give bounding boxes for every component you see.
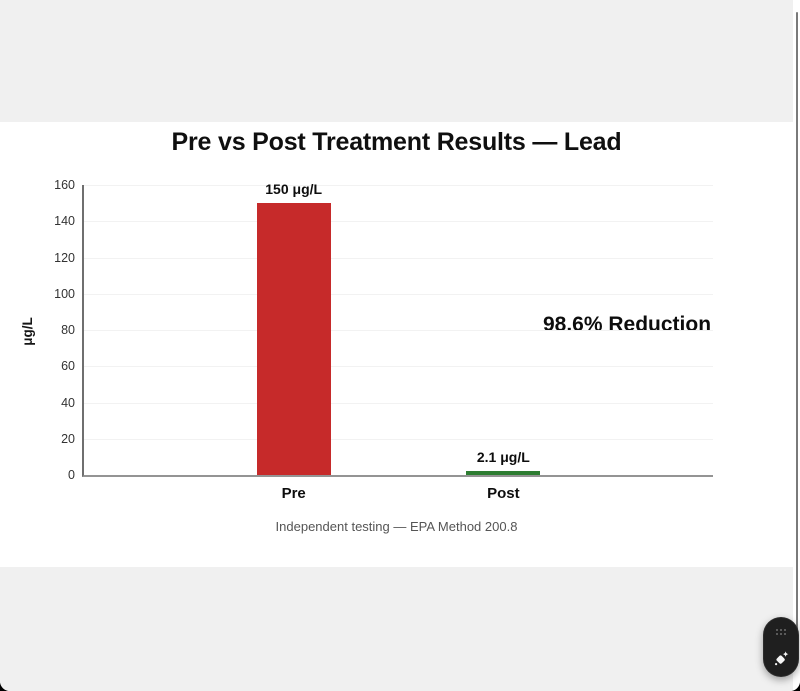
drag-dots-icon[interactable] [775, 629, 787, 636]
x-category-label: Pre [281, 485, 306, 502]
bar-value-label: 150 μg/L [265, 181, 323, 197]
y-tick-label: 60 [61, 359, 75, 374]
gridline [84, 185, 713, 186]
y-tick-label: 80 [61, 323, 75, 337]
y-axis-tick-labels: 0 20 40 60 80 100 120 140 160 [30, 178, 75, 482]
sparkle-diamond-icon[interactable] [773, 650, 790, 667]
page-footer-band [0, 567, 793, 691]
y-tick-label: 40 [61, 395, 75, 410]
gridline [84, 293, 713, 295]
y-tick-label: 20 [61, 431, 75, 446]
gridline [84, 366, 713, 368]
chart-title: Pre vs Post Treatment Results — Lead [171, 128, 622, 156]
y-tick-label: 120 [54, 250, 75, 265]
y-tick-label: 100 [54, 286, 75, 301]
bar-pre [256, 203, 331, 475]
y-tick-label: 140 [54, 214, 75, 229]
gridline [84, 330, 713, 331]
scrollbar-thumb[interactable] [796, 12, 798, 648]
gridline [84, 221, 713, 223]
page-header-band [0, 0, 793, 122]
extension-floating-button[interactable] [763, 617, 799, 677]
gridline [84, 257, 713, 259]
plot-area: 98.6% Reduction 150 μg/L Pre 2.1 μg/L Post [82, 181, 713, 502]
gridline [84, 438, 713, 440]
x-category-label: Post [487, 485, 520, 502]
gridline [84, 402, 713, 404]
y-tick-label: 0 [68, 468, 75, 482]
y-tick-label: 160 [54, 178, 75, 192]
reduction-annotation: 98.6% Reduction [542, 313, 712, 336]
bar-value-label: 2.1 μg/L [476, 449, 530, 465]
scrollbar-track[interactable] [793, 0, 800, 691]
chart-caption: Independent testing — EPA Method 200.8 [275, 519, 518, 534]
bar-post [466, 471, 541, 475]
